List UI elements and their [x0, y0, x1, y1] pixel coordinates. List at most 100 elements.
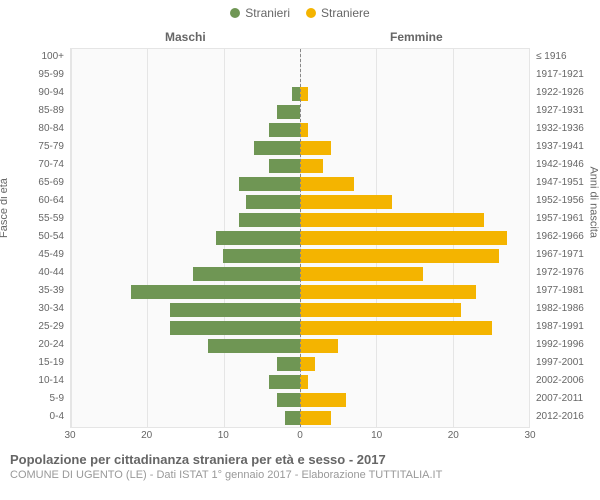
bar-male — [277, 393, 300, 407]
age-label: 40-44 — [38, 264, 64, 282]
gridline — [529, 49, 530, 427]
x-tick: 20 — [448, 430, 459, 441]
legend-label: Stranieri — [245, 6, 290, 20]
population-pyramid-chart: StranieriStraniere Maschi Femmine Fasce … — [0, 0, 600, 500]
birth-year-label: 1917-1921 — [536, 66, 584, 84]
bar-male — [254, 141, 300, 155]
age-label: 10-14 — [38, 372, 64, 390]
bar-female — [300, 375, 308, 389]
bar-male — [239, 213, 300, 227]
bar-male — [269, 123, 300, 137]
x-axis: 3020100102030 — [70, 430, 530, 446]
bar-female — [300, 303, 461, 317]
birth-year-label: 1962-1966 — [536, 228, 584, 246]
plot-area — [70, 48, 530, 428]
age-label: 75-79 — [38, 138, 64, 156]
age-label: 80-84 — [38, 120, 64, 138]
x-tick: 30 — [64, 430, 75, 441]
birth-year-label: 1972-1976 — [536, 264, 584, 282]
bar-male — [269, 159, 300, 173]
legend-item: Stranieri — [230, 6, 290, 20]
legend: Stranieri Straniere — [0, 6, 600, 21]
x-tick: 20 — [141, 430, 152, 441]
x-tick: 30 — [524, 430, 535, 441]
birth-year-label: ≤ 1916 — [536, 48, 567, 66]
birth-year-label: 1932-1936 — [536, 120, 584, 138]
birth-year-label: 2012-2016 — [536, 408, 584, 426]
col-header-male: Maschi — [165, 30, 206, 44]
birth-year-label: 2002-2006 — [536, 372, 584, 390]
bar-female — [300, 357, 315, 371]
bar-male — [170, 321, 300, 335]
caption: Popolazione per cittadinanza straniera p… — [10, 452, 590, 481]
birth-year-label: 1967-1971 — [536, 246, 584, 264]
bar-male — [246, 195, 300, 209]
age-label: 65-69 — [38, 174, 64, 192]
age-label: 60-64 — [38, 192, 64, 210]
bar-female — [300, 177, 354, 191]
bar-male — [269, 375, 300, 389]
birth-year-label: 1987-1991 — [536, 318, 584, 336]
bar-male — [131, 285, 300, 299]
y-labels-birth: ≤ 19161917-19211922-19261927-19311932-19… — [532, 48, 598, 428]
bar-female — [300, 195, 392, 209]
legend-label: Straniere — [321, 6, 370, 20]
caption-title: Popolazione per cittadinanza straniera p… — [10, 452, 590, 467]
bar-female — [300, 231, 507, 245]
bar-male — [208, 339, 300, 353]
age-label: 45-49 — [38, 246, 64, 264]
bar-female — [300, 411, 331, 425]
bar-female — [300, 123, 308, 137]
caption-subtitle: COMUNE DI UGENTO (LE) - Dati ISTAT 1° ge… — [10, 469, 590, 481]
center-divider — [300, 49, 301, 427]
birth-year-label: 1927-1931 — [536, 102, 584, 120]
legend-dot-icon — [230, 8, 240, 18]
age-label: 95-99 — [38, 66, 64, 84]
age-label: 70-74 — [38, 156, 64, 174]
bar-female — [300, 393, 346, 407]
birth-year-label: 2007-2011 — [536, 390, 583, 408]
birth-year-label: 1997-2001 — [536, 354, 584, 372]
age-label: 85-89 — [38, 102, 64, 120]
bar-female — [300, 159, 323, 173]
birth-year-label: 1992-1996 — [536, 336, 584, 354]
age-label: 20-24 — [38, 336, 64, 354]
birth-year-label: 1977-1981 — [536, 282, 584, 300]
bar-male — [193, 267, 300, 281]
bar-female — [300, 267, 423, 281]
age-label: 100+ — [41, 48, 64, 66]
col-header-female: Femmine — [390, 30, 443, 44]
bar-male — [223, 249, 300, 263]
bar-female — [300, 285, 476, 299]
bar-male — [216, 231, 300, 245]
birth-year-label: 1942-1946 — [536, 156, 584, 174]
age-label: 50-54 — [38, 228, 64, 246]
bar-female — [300, 213, 484, 227]
age-label: 5-9 — [50, 390, 64, 408]
bar-female — [300, 141, 331, 155]
age-label: 25-29 — [38, 318, 64, 336]
age-label: 30-34 — [38, 300, 64, 318]
bar-female — [300, 339, 338, 353]
birth-year-label: 1937-1941 — [536, 138, 584, 156]
age-label: 55-59 — [38, 210, 64, 228]
bar-male — [170, 303, 300, 317]
bar-male — [239, 177, 300, 191]
legend-item: Straniere — [306, 6, 370, 20]
bar-male — [292, 87, 300, 101]
birth-year-label: 1947-1951 — [536, 174, 584, 192]
birth-year-label: 1922-1926 — [536, 84, 584, 102]
birth-year-label: 1952-1956 — [536, 192, 584, 210]
y-labels-age: 100+95-9990-9485-8980-8475-7970-7465-696… — [0, 48, 68, 428]
x-tick: 10 — [371, 430, 382, 441]
age-label: 0-4 — [50, 408, 64, 426]
legend-dot-icon — [306, 8, 316, 18]
age-label: 35-39 — [38, 282, 64, 300]
age-label: 15-19 — [38, 354, 64, 372]
bar-male — [285, 411, 300, 425]
birth-year-label: 1957-1961 — [536, 210, 584, 228]
bar-male — [277, 357, 300, 371]
bar-male — [277, 105, 300, 119]
birth-year-label: 1982-1986 — [536, 300, 584, 318]
x-tick: 0 — [297, 430, 303, 441]
